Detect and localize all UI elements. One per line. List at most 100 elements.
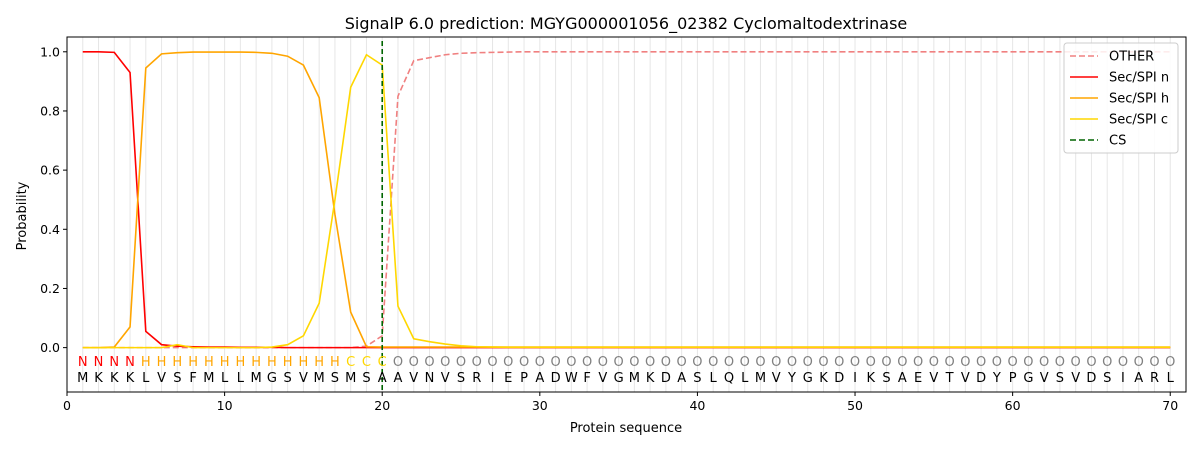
residue-letter: M xyxy=(755,371,766,386)
residue-letter: W xyxy=(565,371,578,386)
x-axis-label: Protein sequence xyxy=(570,421,682,436)
y-tick-label: 0.0 xyxy=(40,340,60,355)
residue-letter: M xyxy=(314,371,325,386)
region-label: O xyxy=(1039,355,1049,370)
region-label: O xyxy=(472,355,482,370)
residue-letter: L xyxy=(237,371,245,386)
region-label: O xyxy=(440,355,450,370)
region-label: O xyxy=(614,355,624,370)
region-label: C xyxy=(362,355,371,370)
region-label: O xyxy=(724,355,734,370)
residue-letter: L xyxy=(1167,371,1175,386)
residue-letter: E xyxy=(914,371,922,386)
region-label: H xyxy=(188,355,198,370)
x-tick-label: 50 xyxy=(847,398,863,413)
residue-letter: K xyxy=(126,371,135,386)
residue-letter: V xyxy=(1071,371,1080,386)
region-label: O xyxy=(771,355,781,370)
region-label: O xyxy=(929,355,939,370)
series-line-sec-spi-n xyxy=(82,50,1171,349)
residue-letter: S xyxy=(457,371,465,386)
region-label: O xyxy=(850,355,860,370)
region-label: H xyxy=(267,355,277,370)
residue-letter: A xyxy=(677,371,686,386)
region-label: H xyxy=(220,355,230,370)
residue-letter: S xyxy=(882,371,890,386)
residue-letter: V xyxy=(772,371,781,386)
region-label: O xyxy=(755,355,765,370)
plot-frame xyxy=(66,36,1187,393)
region-label: O xyxy=(1165,355,1175,370)
residue-letter: K xyxy=(646,371,655,386)
region-label: O xyxy=(960,355,970,370)
region-label: O xyxy=(535,355,545,370)
region-label: O xyxy=(661,355,671,370)
region-label: O xyxy=(456,355,466,370)
residue-letter: S xyxy=(693,371,701,386)
region-label: H xyxy=(283,355,293,370)
residue-letter: V xyxy=(598,371,607,386)
region-label: O xyxy=(1055,355,1065,370)
residue-letter: E xyxy=(504,371,512,386)
residue-letter: L xyxy=(710,371,718,386)
residue-letter: L xyxy=(221,371,229,386)
residue-letter: S xyxy=(331,371,339,386)
region-label: O xyxy=(566,355,576,370)
y-tick-label: 0.6 xyxy=(40,163,60,178)
x-tick-label: 40 xyxy=(689,398,705,413)
residue-letter: L xyxy=(741,371,749,386)
region-label: O xyxy=(787,355,797,370)
legend-box xyxy=(1063,42,1179,154)
residue-letter: D xyxy=(661,371,671,386)
residue-letter: I xyxy=(1121,371,1125,386)
region-label: O xyxy=(992,355,1002,370)
residue-letter: D xyxy=(834,371,844,386)
residue-letter: S xyxy=(173,371,181,386)
region-label: H xyxy=(299,355,309,370)
region-label: O xyxy=(1102,355,1112,370)
region-label: H xyxy=(172,355,182,370)
region-label: O xyxy=(944,355,954,370)
region-label: O xyxy=(692,355,702,370)
region-label: O xyxy=(897,355,907,370)
residue-letter: V xyxy=(929,371,938,386)
region-label: O xyxy=(866,355,876,370)
region-label: H xyxy=(314,355,324,370)
residue-letter: M xyxy=(345,371,356,386)
region-label: O xyxy=(629,355,639,370)
residue-letter: F xyxy=(189,371,196,386)
region-label: O xyxy=(582,355,592,370)
x-tick-label: 30 xyxy=(532,398,548,413)
region-label: H xyxy=(204,355,214,370)
residue-letter: V xyxy=(961,371,970,386)
residue-letter: V xyxy=(441,371,450,386)
residue-letter: D xyxy=(1086,371,1096,386)
region-label: O xyxy=(677,355,687,370)
residue-letter: I xyxy=(491,371,495,386)
region-label: O xyxy=(598,355,608,370)
y-tick-label: 0.8 xyxy=(40,103,60,118)
region-label: O xyxy=(1086,355,1096,370)
legend-entry: Sec/SPI c xyxy=(1109,113,1168,128)
legend-entry: Sec/SPI h xyxy=(1109,92,1169,107)
chart-title: SignalP 6.0 prediction: MGYG000001056_02… xyxy=(345,14,908,34)
residue-letter: T xyxy=(945,371,954,386)
region-label: O xyxy=(393,355,403,370)
residue-letter: R xyxy=(472,371,481,386)
residue-letter: Q xyxy=(724,371,734,386)
x-tick-label: 70 xyxy=(1162,398,1178,413)
residue-letter: V xyxy=(409,371,418,386)
residue-letter: G xyxy=(1023,371,1033,386)
residue-letter: D xyxy=(976,371,986,386)
region-label: O xyxy=(803,355,813,370)
legend-entry: OTHER xyxy=(1109,50,1154,65)
region-label: O xyxy=(740,355,750,370)
region-label: O xyxy=(834,355,844,370)
residue-letter: S xyxy=(362,371,370,386)
region-label: O xyxy=(1149,355,1159,370)
residue-letter: M xyxy=(203,371,214,386)
region-label: N xyxy=(94,355,104,370)
residue-letter: Y xyxy=(787,371,796,386)
legend-entry: Sec/SPI n xyxy=(1109,71,1169,86)
